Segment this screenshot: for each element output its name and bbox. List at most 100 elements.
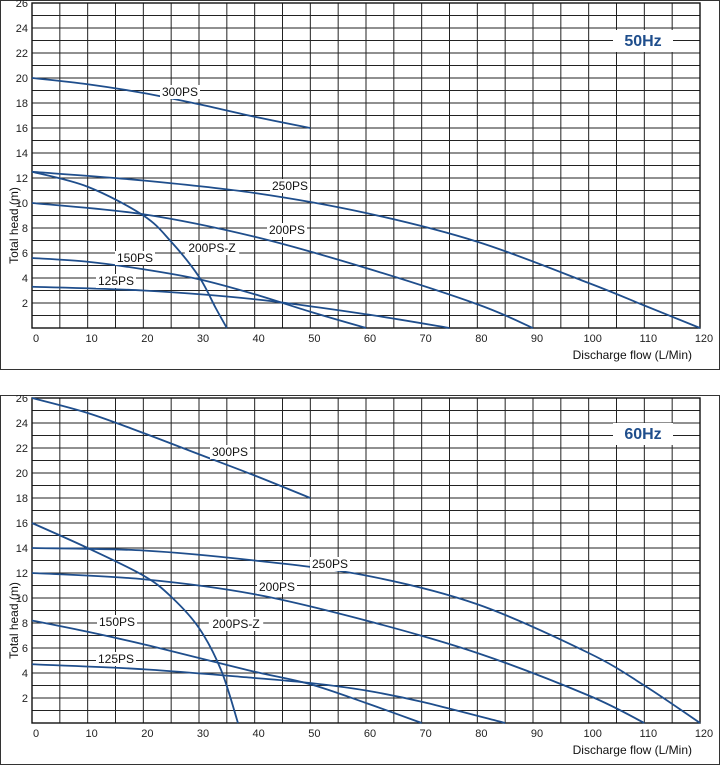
x-tick-label: 30 xyxy=(197,333,209,345)
y-tick-label: 2 xyxy=(22,693,28,705)
x-tick-label: 50 xyxy=(308,728,320,740)
series-line-250ps xyxy=(31,170,701,329)
series-label-150ps: 150PS xyxy=(115,251,155,265)
x-tick-label: 110 xyxy=(640,728,658,740)
svg-text:200PS-Z: 200PS-Z xyxy=(212,617,259,631)
series-line-200ps-z xyxy=(31,522,239,724)
x-tick-label: 80 xyxy=(475,333,487,345)
y-tick-label: 10 xyxy=(16,593,28,605)
x-tick-label: 90 xyxy=(531,333,543,345)
x-tick-label: 100 xyxy=(583,333,601,345)
series-label-150ps: 150PS xyxy=(97,615,137,629)
x-tick-label: 70 xyxy=(420,728,432,740)
y-tick-label: 22 xyxy=(16,443,28,455)
y-tick-label: 24 xyxy=(16,418,28,430)
svg-text:200PS: 200PS xyxy=(259,580,295,594)
frequency-badge: 50Hz xyxy=(613,30,673,52)
x-tick-label: 120 xyxy=(695,333,713,345)
y-tick-label: 24 xyxy=(16,23,28,35)
y-tick-label: 12 xyxy=(16,568,28,580)
x-tick-label: 10 xyxy=(86,333,98,345)
svg-text:300PS: 300PS xyxy=(212,445,248,459)
y-tick-label: 22 xyxy=(16,48,28,60)
x-tick-label: 20 xyxy=(141,333,153,345)
y-tick-label: 14 xyxy=(16,148,28,160)
x-tick-label: 120 xyxy=(695,728,713,740)
y-tick-label: 26 xyxy=(16,0,28,10)
svg-text:300PS: 300PS xyxy=(162,85,198,99)
x-tick-label: 40 xyxy=(253,333,265,345)
series-label-250ps: 250PS xyxy=(310,557,350,571)
y-tick-label: 18 xyxy=(16,493,28,505)
x-axis-title: Discharge flow (L/Min) xyxy=(573,743,692,757)
series-label-250ps: 250PS xyxy=(270,179,310,193)
x-tick-label: 80 xyxy=(475,728,487,740)
y-axis-title: Total head (m) xyxy=(7,187,21,264)
x-tick-label: 0 xyxy=(33,333,39,345)
series-label-200ps-z: 200PS-Z xyxy=(184,241,240,255)
series-line-200ps-z xyxy=(31,170,228,329)
svg-text:150PS: 150PS xyxy=(117,251,153,265)
x-tick-label: 0 xyxy=(33,728,39,740)
y-tick-label: 16 xyxy=(16,518,28,530)
y-axis-title: Total head (m) xyxy=(7,582,21,659)
y-tick-label: 20 xyxy=(16,468,28,480)
svg-text:125PS: 125PS xyxy=(98,274,134,288)
y-tick-label: 6 xyxy=(22,248,28,260)
y-tick-label: 4 xyxy=(22,668,28,680)
y-tick-label: 8 xyxy=(22,223,28,235)
x-tick-label: 40 xyxy=(253,728,265,740)
y-tick-label: 20 xyxy=(16,73,28,85)
chart-panel-50hz: 2 4 6 8 10 12 14 16 18 20 22 24 26 0 10 20 30 40 50 60 70 80 9… xyxy=(0,0,720,370)
series-label-125ps: 125PS xyxy=(96,652,136,666)
y-tick-label: 6 xyxy=(22,643,28,655)
svg-text:60Hz: 60Hz xyxy=(624,426,661,443)
x-tick-label: 60 xyxy=(364,333,376,345)
series-label-300ps: 300PS xyxy=(210,445,250,459)
series-line-150ps xyxy=(31,619,422,724)
svg-text:150PS: 150PS xyxy=(99,615,135,629)
series-label-200ps-z: 200PS-Z xyxy=(208,617,264,631)
frequency-badge: 60Hz xyxy=(613,423,673,445)
x-tick-label: 30 xyxy=(197,728,209,740)
y-tick-label: 26 xyxy=(16,395,28,405)
series-line-125ps xyxy=(31,663,506,724)
y-tick-label: 14 xyxy=(16,543,28,555)
plot-area xyxy=(31,397,701,724)
series-line-250ps xyxy=(31,547,701,724)
svg-text:50Hz: 50Hz xyxy=(624,33,661,50)
x-tick-label: 10 xyxy=(86,728,98,740)
x-tick-label: 20 xyxy=(141,728,153,740)
x-tick-label: 60 xyxy=(364,728,376,740)
x-tick-label: 70 xyxy=(420,333,432,345)
y-tick-label: 12 xyxy=(16,173,28,185)
x-tick-label: 110 xyxy=(640,333,658,345)
series-line-125ps xyxy=(31,285,450,329)
svg-text:250PS: 250PS xyxy=(272,179,308,193)
series-line-200ps xyxy=(31,202,534,329)
svg-text:200PS: 200PS xyxy=(269,223,305,237)
y-tick-label: 2 xyxy=(22,298,28,310)
series-line-200ps xyxy=(31,572,645,724)
y-tick-label: 8 xyxy=(22,618,28,630)
x-tick-label: 50 xyxy=(308,333,320,345)
chart-frame xyxy=(0,0,720,370)
x-tick-label: 90 xyxy=(531,728,543,740)
y-tick-label: 18 xyxy=(16,98,28,110)
series-label-300ps: 300PS xyxy=(160,85,200,99)
svg-text:250PS: 250PS xyxy=(312,557,348,571)
grid xyxy=(31,397,701,724)
series-label-125ps: 125PS xyxy=(96,274,136,288)
y-tick-label: 4 xyxy=(22,273,28,285)
series-label-200ps: 200PS xyxy=(257,580,297,594)
y-tick-label: 16 xyxy=(16,123,28,135)
series-line-150ps xyxy=(31,257,367,329)
series-line-300ps xyxy=(31,397,311,499)
x-axis-title: Discharge flow (L/Min) xyxy=(573,348,692,362)
x-tick-label: 100 xyxy=(583,728,601,740)
y-tick-label: 10 xyxy=(16,198,28,210)
chart-frame xyxy=(0,395,720,765)
svg-text:125PS: 125PS xyxy=(98,652,134,666)
